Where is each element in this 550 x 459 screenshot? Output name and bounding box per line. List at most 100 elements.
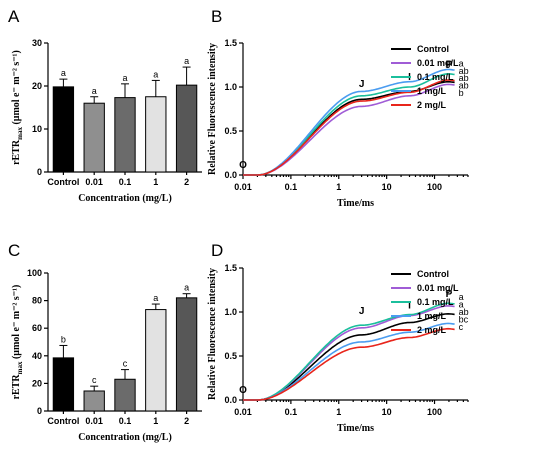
panel-b-letter: B [211,7,222,26]
x-axis-title: Concentration (mg/L) [78,193,172,204]
legend-label: 1 mg/L [417,86,447,96]
y-tick-label: 1.0 [224,82,237,92]
phase-label-o: O [239,160,247,171]
y-tick-label: 0.0 [224,395,237,405]
bar [145,309,167,412]
y-tick-label: 20 [32,378,42,388]
x-tick-label: 0.01 [85,416,103,426]
legend-label: 2 mg/L [417,325,447,335]
bar [52,357,75,412]
panel-c-letter: C [8,241,20,260]
x-tick-label: 0.1 [119,416,132,426]
significance-letter: ab [459,81,469,91]
significance-letter: a [61,68,66,78]
phase-label-j: J [359,306,365,317]
phase-label-i: I [408,300,411,311]
x-tick-label: 1 [336,407,341,417]
legend-label: 0.1 mg/L [417,297,454,307]
x-tick-label: 0.01 [85,177,103,187]
x-tick-label: 0.1 [285,182,298,192]
x-tick-label: 2 [184,416,189,426]
significance-letter: ab [459,66,469,76]
y-axis-title-subscript: max [16,127,24,140]
bar [145,96,167,173]
x-tick-label: 10 [382,182,392,192]
y-tick-label: 10 [32,124,42,134]
y-tick-label: 0.0 [224,170,237,180]
y-tick-label: 40 [32,351,42,361]
x-tick-label: 0.01 [234,182,252,192]
x-tick-label: 100 [427,182,442,192]
bar [175,297,198,412]
significance-letter: a [153,69,158,79]
y-tick-label: 80 [32,296,42,306]
x-tick-label: Control [47,416,79,426]
y-tick-label: 1.0 [224,307,237,317]
panel-d-line-chart: 0.0 0.5 1.0 1.5 0.01 0.1 1 10 100 Time/ms Relative… [207,263,469,434]
bar [83,390,105,412]
panel-a-letter: A [8,7,20,26]
x-tick-label: 1 [153,416,158,426]
legend-label: Control [417,269,449,279]
phase-label-o: O [239,385,247,396]
legend-label: 1 mg/L [417,311,447,321]
x-axis-title: Concentration (mg/L) [78,432,172,443]
phase-label-p: P [446,60,453,71]
y-tick-label: 0.5 [224,351,237,361]
bar [175,84,198,173]
phase-label-j: J [359,79,365,90]
y-tick-label: 1.5 [224,38,237,48]
legend-label: Control [417,44,449,54]
y-tick-label: 0 [37,167,42,177]
significance-letter: a [184,56,189,66]
panel-d-letter: D [211,241,223,260]
y-tick-label: 20 [32,81,42,91]
series-line-0-1-mg-l [243,302,455,401]
y-tick-label: 60 [32,323,42,333]
y-tick-label: 0.5 [224,126,237,136]
x-tick-label: 0.1 [119,177,132,187]
x-axis-title: Time/ms [337,423,374,434]
panel-b-line-chart: 0.0 0.5 1.0 1.5 0.01 0.1 1 10 100 Time/ms Relative… [207,38,469,209]
x-tick-label: Control [47,177,79,187]
y-axis-title: Relative Fluorescence intensity [207,43,218,175]
y-axis-title-main: rETR [11,139,22,165]
significance-letter: a [459,300,464,310]
legend-label: 0.01 mg/L [417,283,459,293]
panel-a-bar-chart: 0 10 20 30 a Control a 0.01 a 0.1 a 1 a 2 Concentratio… [11,38,202,204]
legend-label: 0.1 mg/L [417,72,454,82]
significance-letter: b [459,88,464,98]
x-tick-label: 2 [184,177,189,187]
y-axis-title-main: rETR [11,374,22,400]
x-axis-title: Time/ms [337,198,374,209]
bar [52,86,75,173]
series-line-0-01-mg-l [243,83,455,176]
x-tick-label: 1 [153,177,158,187]
significance-letter: a [92,86,97,96]
significance-letter: bc [459,314,469,324]
series-line-2-mg-l [243,79,455,176]
y-axis-title-units: (μmol e⁻ m⁻² s⁻¹) [11,50,22,127]
y-axis-title: rETRmax (μmol e⁻ m⁻² s⁻¹) [11,50,24,165]
significance-letter: a [122,73,127,83]
series-line-2-mg-l [243,327,455,401]
x-tick-label: 0.1 [285,407,298,417]
y-axis-title-units: (μmol e⁻ m⁻² s⁻¹) [11,285,22,362]
y-tick-label: 0 [37,406,42,416]
panel-c-bar-chart: 0 20 40 60 80 100 b Control c 0.01 c 0.1 a 1 a 2 Concent… [11,268,202,443]
x-tick-label: 0.01 [234,407,252,417]
y-tick-label: 30 [32,38,42,48]
legend-label: 2 mg/L [417,100,447,110]
y-tick-label: 1.5 [224,263,237,273]
significance-letter: c [459,322,464,332]
bar [83,102,105,173]
significance-letter: ab [459,307,469,317]
significance-letter: a [459,58,464,68]
significance-letter: a [184,283,189,293]
y-axis-title-subscript: max [16,361,24,374]
significance-letter: a [459,292,464,302]
x-tick-label: 100 [427,407,442,417]
x-tick-label: 1 [336,182,341,192]
significance-letter: ab [459,73,469,83]
